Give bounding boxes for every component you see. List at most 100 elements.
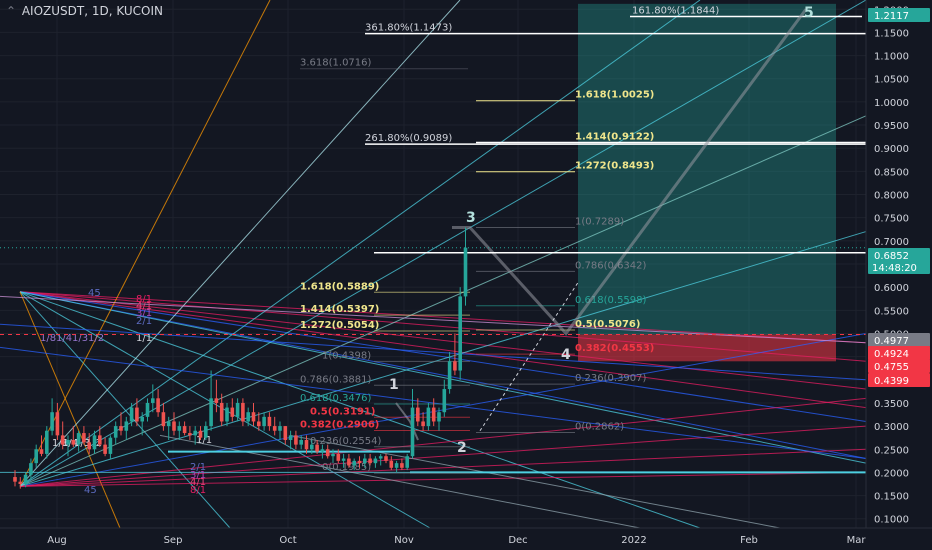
gann-fan-line [19, 471, 867, 487]
candle-body [262, 416, 266, 427]
time-tick-label: Dec [508, 535, 527, 546]
gann-fan-line [19, 291, 867, 464]
candle-body [384, 456, 388, 461]
candle-body [76, 433, 81, 445]
candle-body [23, 474, 28, 484]
last-price-label: 0.6852 [874, 251, 909, 262]
candle-body [447, 361, 452, 390]
candle-body [368, 458, 372, 464]
price-tick-label: 0.2500 [874, 445, 909, 456]
gann-label: 3/1 [136, 308, 152, 319]
candle-body [230, 407, 235, 417]
fib-level-label: 0.236(0.3907) [575, 373, 647, 384]
candle-body [214, 398, 219, 403]
candle-body [331, 453, 335, 457]
price-tick-label: 1.0500 [874, 75, 909, 86]
wave-segment [395, 402, 419, 441]
candle-body [29, 463, 33, 475]
candle-body [198, 430, 203, 438]
candle-body [437, 412, 441, 422]
collapse-chevron-icon[interactable]: ⌃ [6, 4, 17, 18]
gann-label: 4/1 [136, 301, 152, 312]
last-price-tag [868, 248, 930, 274]
gann-label: 2/1 [136, 316, 152, 327]
gann-label: 1/2 [88, 333, 104, 344]
candle-body [60, 435, 65, 445]
gann-fan-line [19, 231, 867, 487]
countdown-label: 14:48:20 [872, 263, 917, 274]
fib-level-label: 1(0.7289) [575, 216, 624, 227]
candle-body [278, 426, 282, 431]
gann-fan-line [19, 0, 271, 487]
fib-level-label: 1.618(0.5889) [300, 281, 379, 292]
candle-body [219, 402, 224, 422]
gann-fan-line [19, 115, 867, 487]
fib-level-label: 1.414(0.9122) [575, 132, 654, 143]
time-tick-label: Feb [740, 535, 758, 546]
candle-body [304, 440, 309, 450]
candle-body [347, 458, 351, 466]
candle-body [209, 398, 213, 427]
candle-body [373, 458, 378, 464]
candle-body [426, 407, 431, 427]
candle-body [145, 402, 150, 417]
fib-level-label: 1.618(1.0025) [575, 90, 654, 101]
price-tick-label: 0.9000 [874, 144, 909, 155]
fib-level-label: 0.236(0.2554) [310, 436, 382, 447]
candle-body [92, 435, 97, 450]
candle-body [315, 444, 319, 452]
gann-fan-line [19, 291, 867, 460]
candle-body [87, 442, 91, 450]
candle-body [108, 437, 113, 454]
price-tag-label: 0.4977 [874, 336, 909, 347]
gann-fan-line [0, 346, 867, 460]
gann-fan-line [19, 0, 701, 487]
candle-body [66, 440, 70, 445]
gann-label: 1/1 [196, 435, 212, 446]
fib-level-label: 1.414(0.5397) [300, 304, 379, 315]
price-tag [868, 373, 930, 387]
price-tick-label: 0.1000 [874, 515, 909, 526]
candle-body [71, 440, 76, 445]
candle-body [442, 389, 447, 413]
gann-label: 1/4 [56, 333, 72, 344]
candle-body [129, 407, 134, 422]
price-tags: 1.2117 0.4977 0.4924 0.4755 0.4399 0.685214:4… [868, 8, 930, 387]
candle-body [151, 398, 155, 403]
candle-body [283, 426, 288, 440]
gann-label: 3/1 [190, 470, 206, 481]
candle-body [251, 412, 256, 422]
candle-body [188, 433, 192, 436]
fib-level-label: 361.80%(1.1473) [365, 23, 452, 34]
candle-body [18, 481, 23, 484]
candle-body [400, 463, 404, 468]
gann-fan-line [19, 448, 867, 487]
gann-label: 45 [84, 485, 97, 496]
candle-body [272, 426, 277, 431]
gann-fan-line [19, 291, 867, 362]
candle-body [294, 435, 298, 445]
gann-fan-line [19, 0, 461, 487]
candle-body [177, 426, 182, 431]
gann-label: 4/1 [190, 477, 206, 488]
candle-body [405, 456, 409, 468]
price-tick-label: 1.1500 [874, 28, 909, 39]
candle-body [389, 460, 394, 468]
candle-body [161, 412, 166, 427]
chart-legend[interactable]: ⌃ AIOZUSDT, 1D, KUCOIN [6, 4, 163, 18]
candle-body [341, 458, 346, 461]
candle-body [421, 421, 425, 427]
fib-level-label: 3.618(1.0716) [300, 58, 372, 69]
price-tick-label: 0.2000 [874, 468, 909, 479]
price-tick-label: 0.7500 [874, 214, 909, 225]
price-tick-label: 0.3000 [874, 422, 909, 433]
time-tick-label: Sep [164, 535, 183, 546]
wave-projection [452, 8, 808, 336]
gann-fan-line [19, 425, 867, 487]
gann-label: 1/3 [74, 438, 90, 449]
fib-level-label: 0.618(0.5598) [575, 295, 647, 306]
price-tick-label: 0.5500 [874, 306, 909, 317]
wave-label: 3 [466, 210, 476, 226]
candle-body [235, 402, 240, 417]
